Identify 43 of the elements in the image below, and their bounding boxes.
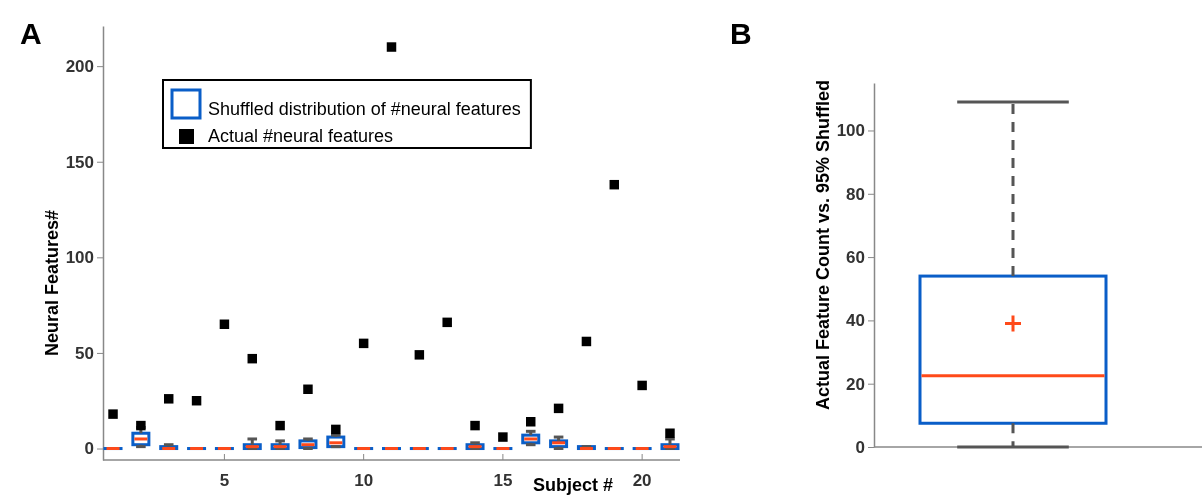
- point: [386, 42, 397, 52]
- y-tick-label: 100: [836, 121, 865, 141]
- point: [525, 417, 536, 427]
- point: [609, 179, 620, 190]
- point: [108, 409, 118, 419]
- y-tick-label: 0: [855, 437, 865, 457]
- y-tick-label: 60: [846, 248, 865, 268]
- y-axis-title: Actual Feature Count vs. 95% Shuffled: [813, 79, 833, 411]
- y-tick-label: 40: [846, 311, 865, 331]
- y-tick-label: 80: [846, 184, 865, 204]
- point: [498, 432, 508, 442]
- y-tick-label: 0: [84, 439, 94, 459]
- point: [275, 420, 285, 431]
- legend-label: Actual #neural features: [208, 126, 394, 146]
- point: [442, 317, 452, 328]
- point: [637, 380, 647, 391]
- point: [303, 384, 313, 394]
- y-tick-label: 100: [65, 248, 94, 268]
- y-tick-label: 200: [65, 57, 94, 77]
- x-tick-label: 15: [493, 471, 513, 490]
- point: [581, 336, 592, 347]
- y-axis-title: Neural Features#: [42, 209, 62, 357]
- x-tick-label: 10: [354, 471, 374, 490]
- legend-label: Shuffled distribution of #neural features: [208, 99, 521, 119]
- point: [553, 403, 564, 414]
- y-tick-label: 150: [65, 152, 94, 172]
- y-tick-label: 50: [75, 343, 94, 363]
- point: [358, 338, 369, 349]
- point: [136, 420, 146, 431]
- point: [331, 424, 341, 435]
- chart-title: A: [20, 17, 42, 50]
- x-axis-title: Subject #: [532, 475, 614, 495]
- point: [163, 394, 174, 404]
- x-tick-label: 5: [219, 471, 230, 490]
- chart-title: B: [730, 17, 752, 50]
- point: [470, 420, 480, 431]
- point: [247, 353, 258, 364]
- point: [665, 428, 675, 438]
- x-tick-label: 20: [632, 471, 652, 490]
- point: [219, 319, 230, 329]
- point: [191, 395, 202, 406]
- point: [414, 350, 425, 360]
- y-tick-label: 20: [846, 374, 865, 394]
